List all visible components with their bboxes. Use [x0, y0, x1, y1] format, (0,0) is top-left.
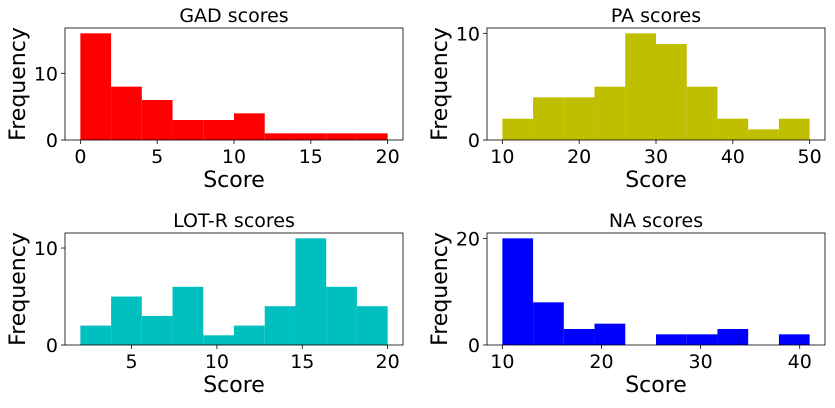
histogram-bar	[533, 302, 564, 345]
y-tick-label: 20	[456, 228, 480, 250]
histogram-bar	[80, 33, 112, 141]
x-tick-label: 10	[490, 146, 514, 168]
chart-title: LOT-R scores	[173, 210, 295, 232]
x-tick-label: 30	[689, 351, 713, 373]
x-tick-label: 10	[205, 351, 229, 373]
x-tick-label: 20	[589, 351, 613, 373]
histogram-bar	[264, 306, 296, 345]
histogram-bar	[141, 100, 173, 140]
x-tick-label: 20	[376, 351, 400, 373]
x-tick-label: 20	[567, 146, 591, 168]
histogram-bar	[203, 335, 234, 345]
y-axis-label: Frequency	[428, 232, 453, 346]
histogram-bar	[625, 33, 656, 141]
chart-title: PA scores	[611, 5, 701, 27]
histogram-bar	[295, 238, 327, 345]
x-tick-label: 50	[798, 146, 822, 168]
x-tick-label: 5	[151, 146, 163, 168]
x-axis-label: Score	[203, 373, 265, 398]
histogram-bar	[203, 120, 234, 140]
x-tick-label: 30	[644, 146, 668, 168]
x-tick-label: 5	[126, 351, 138, 373]
plot-frame	[64, 232, 404, 346]
histogram-bar	[717, 329, 749, 345]
chart-title: NA scores	[609, 210, 703, 232]
histogram-bar	[502, 118, 534, 140]
histogram-bar	[563, 329, 595, 345]
x-tick-label: 10	[222, 146, 246, 168]
histogram-bar	[594, 86, 626, 140]
plot-frame	[486, 232, 826, 346]
y-tick-label: 0	[46, 130, 58, 152]
y-axis-label: Frequency	[428, 27, 453, 141]
histogram-bar	[264, 133, 296, 140]
histogram-bar	[778, 118, 810, 140]
x-axis-label: Score	[203, 168, 265, 193]
histogram-panel: 5 10 15 20 0 10 LOT-R scores Score Frequency	[6, 210, 404, 398]
x-tick-label: 20	[376, 146, 400, 168]
histogram-bar	[656, 334, 687, 345]
histogram-bar	[656, 44, 687, 140]
histogram-bar	[295, 133, 327, 140]
x-tick-label: 0	[74, 146, 86, 168]
y-axis-label: Frequency	[6, 232, 31, 346]
chart-title: GAD scores	[179, 5, 288, 27]
histogram-bar	[356, 133, 388, 140]
x-tick-label: 15	[299, 146, 323, 168]
histogram-bar	[686, 334, 718, 345]
histogram-panel: 10 20 30 40 50 0 10 PA scores Score Frequency	[428, 5, 826, 193]
x-tick-label: 40	[788, 351, 812, 373]
histogram-bar	[172, 286, 204, 345]
y-axis-label: Frequency	[6, 27, 31, 141]
x-axis-label: Score	[625, 373, 687, 398]
histogram-bar	[594, 323, 626, 345]
x-tick-label: 40	[721, 146, 745, 168]
histogram-panel: 0 5 10 15 20 0 10 GAD scores Score Frequency	[6, 5, 404, 193]
y-tick-label: 10	[456, 23, 480, 45]
histogram-panel: 10 20 30 40 0 20 NA scores Score Frequency	[428, 210, 826, 398]
histogram-bar	[778, 334, 810, 345]
histogram-bar	[533, 97, 564, 140]
histogram-bar	[326, 133, 357, 140]
histogram-bar	[502, 238, 534, 345]
histogram-bar	[686, 86, 718, 140]
y-tick-label: 10	[34, 238, 58, 260]
histogram-bar	[563, 97, 595, 140]
x-tick-label: 10	[490, 351, 514, 373]
histogram-bar	[356, 306, 388, 345]
y-tick-label: 10	[34, 63, 58, 85]
histogram-bar	[326, 286, 357, 345]
histogram-bar	[748, 129, 779, 140]
histogram-bar	[717, 118, 749, 140]
y-tick-label: 0	[468, 130, 480, 152]
histogram-bar	[111, 296, 142, 345]
y-tick-label: 0	[468, 335, 480, 357]
histogram-bar	[234, 113, 265, 140]
y-tick-label: 0	[46, 335, 58, 357]
x-axis-label: Score	[625, 168, 687, 193]
x-tick-label: 15	[290, 351, 314, 373]
histogram-bar	[80, 325, 112, 345]
histogram-bar	[172, 120, 204, 140]
histogram-bar	[234, 325, 265, 345]
histogram-bar	[111, 86, 142, 140]
histogram-bar	[141, 315, 173, 345]
